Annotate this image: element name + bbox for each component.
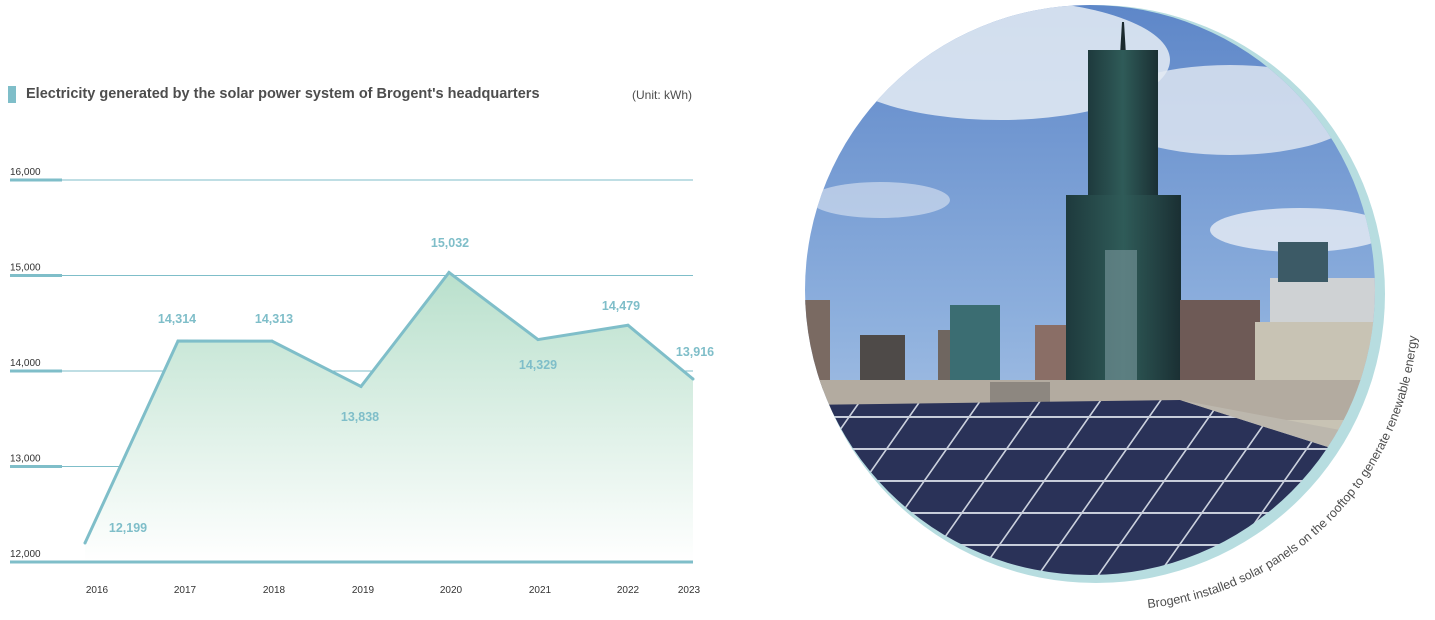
data-label: 13,838 [341, 410, 379, 424]
data-label: 12,199 [109, 521, 147, 535]
unit-label: (Unit: kWh) [632, 88, 692, 102]
data-point [83, 541, 87, 545]
data-point [691, 377, 695, 381]
ytick-label: 15,000 [10, 263, 41, 274]
data-point [447, 270, 451, 274]
data-label: 15,032 [431, 236, 469, 250]
xtick-label: 2022 [617, 585, 640, 596]
ytick-label: 16,000 [10, 167, 41, 178]
ytick-mark [10, 465, 62, 468]
ytick-mark [10, 274, 62, 277]
xtick-label: 2023 [678, 585, 701, 596]
solar-generation-chart: 12,000 13,000 14,000 15,000 16,000 2016 2017 20… [10, 167, 714, 596]
xtick-label: 2016 [86, 585, 109, 596]
data-label: 13,916 [676, 345, 714, 359]
chart-title: Electricity generated by the solar power… [26, 86, 540, 102]
title-accent-bar [8, 86, 16, 103]
rooftop-solar-image [805, 5, 1375, 575]
xtick-label: 2018 [263, 585, 286, 596]
data-label: 14,479 [602, 299, 640, 313]
data-point [176, 339, 180, 343]
data-point [359, 384, 363, 388]
ytick-mark [10, 369, 62, 373]
series-line [83, 270, 694, 544]
ytick-label: 14,000 [10, 358, 41, 369]
ytick-label: 12,000 [10, 549, 41, 560]
data-point [270, 339, 274, 343]
data-label: 14,314 [158, 312, 196, 326]
data-label: 14,313 [255, 312, 293, 326]
x-axis-line [10, 560, 693, 564]
data-point [536, 338, 540, 342]
ytick-label: 13,000 [10, 454, 41, 465]
xtick-label: 2017 [174, 585, 197, 596]
xtick-label: 2021 [529, 585, 552, 596]
ytick-mark [10, 178, 62, 182]
data-point [626, 323, 630, 327]
area-fill [85, 272, 693, 562]
xtick-label: 2019 [352, 585, 375, 596]
data-label: 14,329 [519, 358, 557, 372]
xtick-label: 2020 [440, 585, 463, 596]
